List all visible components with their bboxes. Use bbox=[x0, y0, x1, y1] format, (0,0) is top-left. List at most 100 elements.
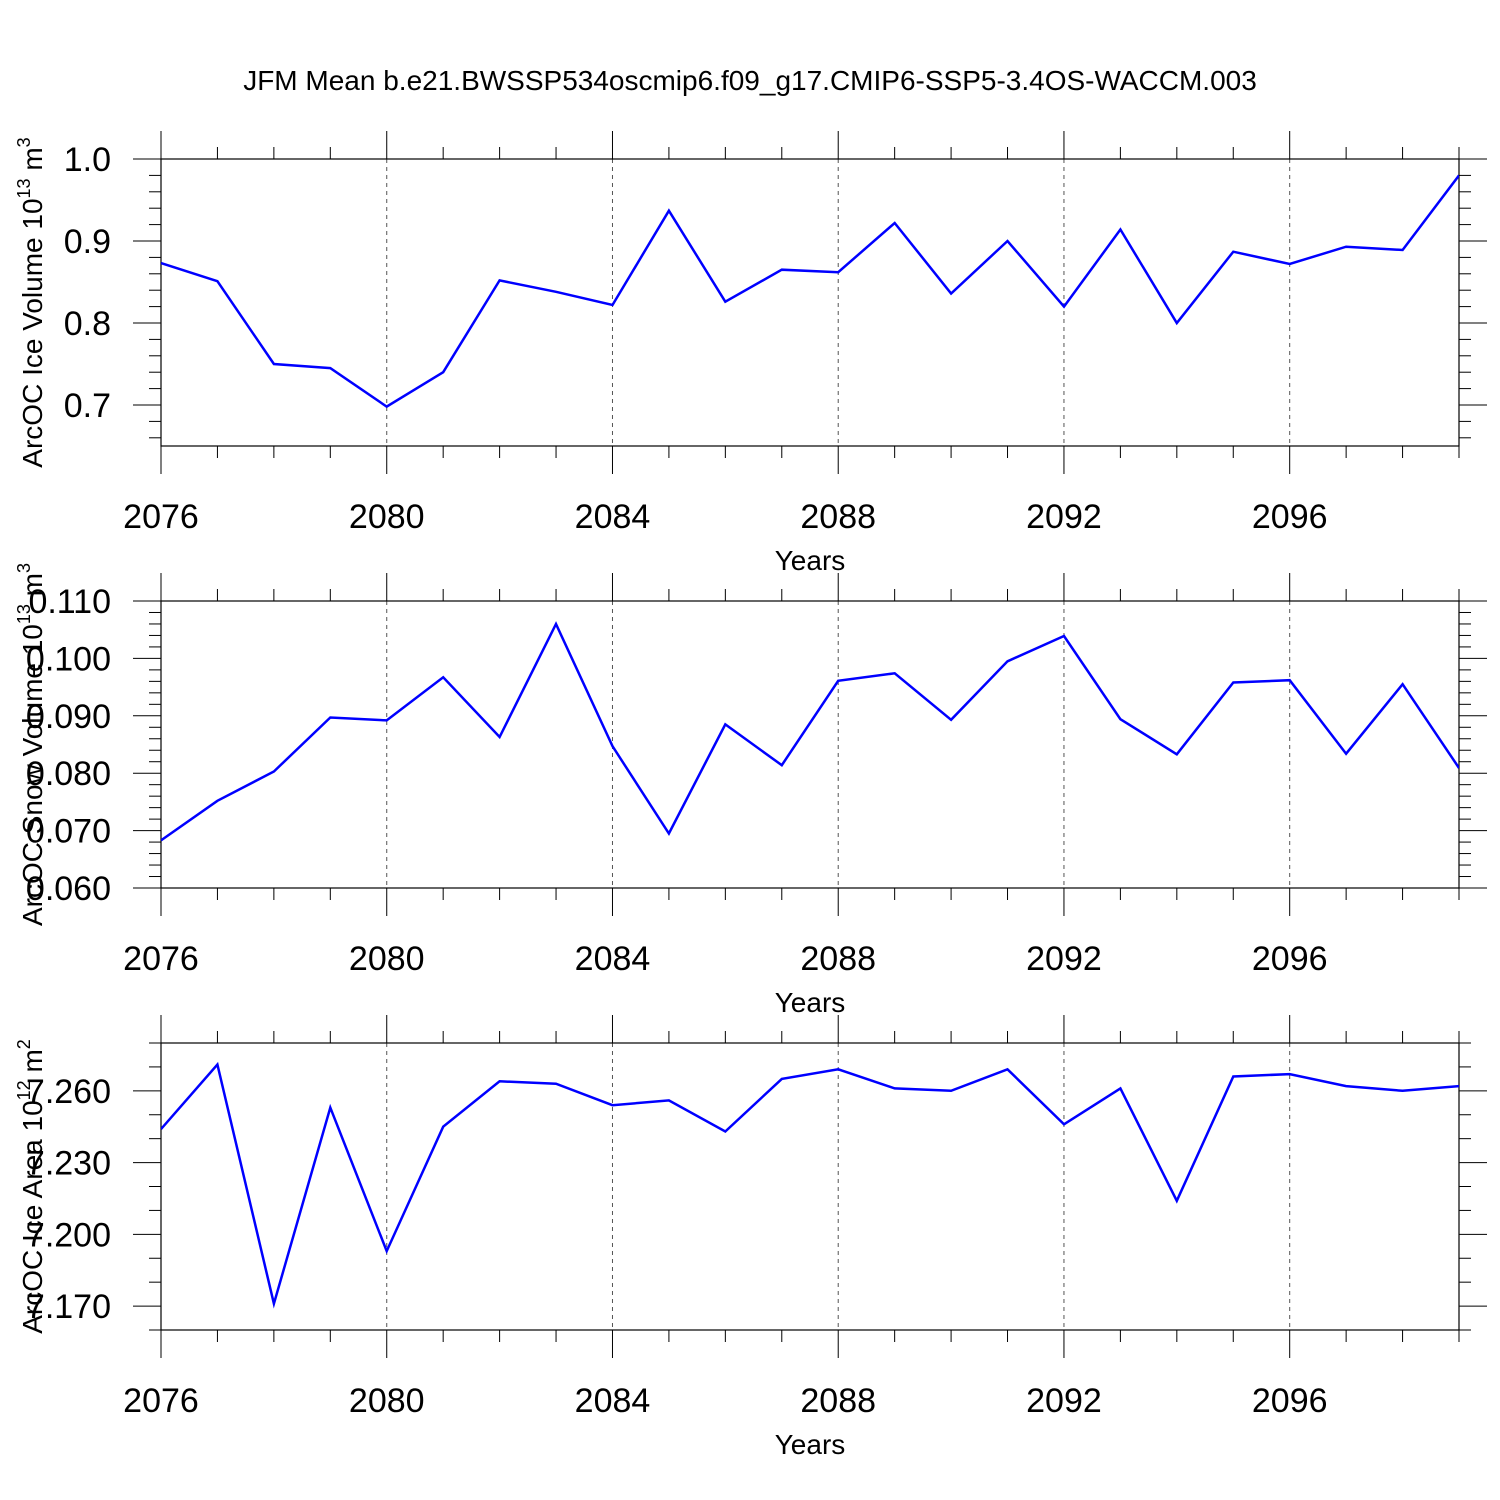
data-point bbox=[724, 301, 726, 303]
x-tick-label: 2092 bbox=[1026, 940, 1102, 978]
y-tick-label: 1.0 bbox=[64, 141, 111, 179]
y-axis-label: ArcOC Snow Volume 1013 m3 bbox=[14, 563, 48, 926]
data-point bbox=[1345, 753, 1347, 755]
data-point bbox=[1232, 1075, 1234, 1077]
figure-title: JFM Mean b.e21.BWSSP534oscmip6.f09_g17.C… bbox=[243, 65, 1257, 96]
y-axis-label-exponent: 13 bbox=[14, 178, 34, 198]
data-point bbox=[442, 676, 444, 678]
x-tick-label: 2096 bbox=[1252, 498, 1328, 536]
y-tick-label: 0.090 bbox=[26, 698, 111, 736]
data-point bbox=[837, 680, 839, 682]
x-axis-label: Years bbox=[775, 1429, 846, 1460]
data-point bbox=[950, 292, 952, 294]
y-tick-label: 7.260 bbox=[26, 1073, 111, 1111]
y-tick-label: 0.100 bbox=[26, 640, 111, 678]
data-point bbox=[611, 1104, 613, 1106]
y-tick-label: 0.8 bbox=[64, 305, 111, 343]
y-axis-label-text: ArcOC Ice Area 10 bbox=[17, 1100, 48, 1333]
y-axis-label-unit: m bbox=[17, 1049, 48, 1080]
data-point bbox=[216, 800, 218, 802]
data-point bbox=[611, 304, 613, 306]
x-tick-label: 2084 bbox=[575, 1382, 651, 1420]
y-tick-label: 0.060 bbox=[26, 870, 111, 908]
data-point bbox=[724, 723, 726, 725]
data-point bbox=[894, 222, 896, 224]
y-axis-label-text: ArcOC Snow Volume 10 bbox=[17, 624, 48, 926]
y-tick-label: 0.9 bbox=[64, 223, 111, 261]
data-point bbox=[1232, 251, 1234, 253]
data-point bbox=[1402, 1090, 1404, 1092]
data-point bbox=[1007, 1068, 1009, 1070]
data-point bbox=[1063, 635, 1065, 637]
data-point bbox=[216, 1064, 218, 1066]
data-point bbox=[1176, 322, 1178, 324]
x-tick-label: 2092 bbox=[1026, 498, 1102, 536]
data-point bbox=[216, 280, 218, 282]
y-axis-label: ArcOC Ice Area 1012 m2 bbox=[14, 1039, 48, 1334]
x-tick-label: 2080 bbox=[349, 940, 425, 978]
data-point bbox=[781, 269, 783, 271]
y-axis-label-unit: m bbox=[17, 573, 48, 604]
chart-panel-2: 0.060 0.070 0.080 0.090 0.100 0.110 2076 2080 20… bbox=[14, 563, 1487, 1018]
data-point bbox=[1232, 682, 1234, 684]
series-line bbox=[161, 174, 1459, 409]
data-point bbox=[950, 719, 952, 721]
x-tick-label: 2088 bbox=[800, 940, 876, 978]
data-point bbox=[1402, 683, 1404, 685]
data-point bbox=[668, 210, 670, 212]
x-tick-label: 2084 bbox=[575, 940, 651, 978]
y-axis-label-exponent: 12 bbox=[14, 1080, 34, 1100]
x-tick-label: 2080 bbox=[349, 1382, 425, 1420]
data-point bbox=[1119, 1087, 1121, 1089]
data-point bbox=[781, 1078, 783, 1080]
x-tick-label: 2092 bbox=[1026, 1382, 1102, 1420]
x-tick-label: 2076 bbox=[123, 1382, 199, 1420]
data-point bbox=[442, 371, 444, 373]
x-tick-label: 2096 bbox=[1252, 1382, 1328, 1420]
data-point bbox=[499, 736, 501, 738]
data-point bbox=[611, 745, 613, 747]
data-point bbox=[781, 764, 783, 766]
data-point bbox=[386, 1250, 388, 1252]
data-point bbox=[555, 623, 557, 625]
x-tick-label: 2096 bbox=[1252, 940, 1328, 978]
data-point bbox=[160, 1128, 162, 1130]
data-point bbox=[555, 291, 557, 293]
data-point bbox=[386, 719, 388, 721]
series-line bbox=[161, 621, 1459, 842]
data-point bbox=[950, 1090, 952, 1092]
data-point bbox=[1289, 1073, 1291, 1075]
data-point bbox=[1176, 1200, 1178, 1202]
data-point bbox=[1119, 718, 1121, 720]
data-point bbox=[1176, 753, 1178, 755]
data-point bbox=[273, 363, 275, 365]
data-point bbox=[1063, 306, 1065, 308]
data-point bbox=[1007, 660, 1009, 662]
x-tick-label: 2088 bbox=[800, 498, 876, 536]
y-axis-label-text: ArcOC Ice Volume 10 bbox=[17, 198, 48, 467]
data-point bbox=[160, 839, 162, 841]
y-axis-label-exponent: 13 bbox=[14, 604, 34, 624]
y-axis-label-unit-exponent: 3 bbox=[14, 137, 34, 147]
y-tick-label: 7.200 bbox=[26, 1216, 111, 1254]
data-point bbox=[1119, 229, 1121, 231]
x-axis-label: Years bbox=[775, 987, 846, 1018]
data-point bbox=[1345, 1085, 1347, 1087]
chart-panel-1: 0.7 0.8 0.9 1.0 2076 2080 2084 2088 2092 2096 Year… bbox=[14, 131, 1487, 576]
x-tick-label: 2088 bbox=[800, 1382, 876, 1420]
data-point bbox=[499, 1080, 501, 1082]
series-line bbox=[161, 1061, 1459, 1309]
data-point bbox=[442, 1126, 444, 1128]
y-axis-label-unit: m bbox=[17, 147, 48, 178]
data-point bbox=[1289, 263, 1291, 265]
data-point bbox=[1007, 240, 1009, 242]
y-axis-label-unit-exponent: 3 bbox=[14, 563, 34, 573]
y-tick-label: 7.170 bbox=[26, 1288, 111, 1326]
y-tick-label: 0.110 bbox=[28, 583, 111, 621]
y-tick-label: 0.7 bbox=[64, 387, 111, 425]
data-point bbox=[386, 406, 388, 408]
chart-panel-3: 7.170 7.200 7.230 7.260 2076 2080 2084 2088 2092… bbox=[14, 1015, 1487, 1460]
data-point bbox=[1458, 174, 1460, 176]
x-tick-label: 2084 bbox=[575, 498, 651, 536]
